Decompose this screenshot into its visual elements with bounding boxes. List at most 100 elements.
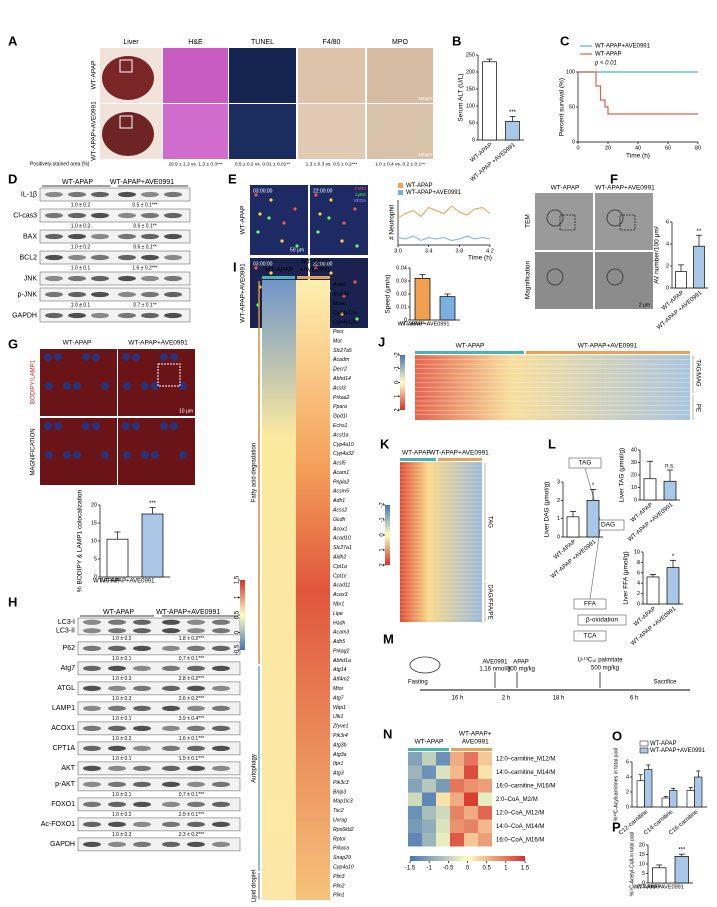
panel-letter: P [612,819,621,834]
gene-label: Prkaa2 [333,395,350,401]
blot-band [133,841,151,848]
blot-band [83,645,101,652]
blot-band [45,275,63,282]
heatmap-cell [478,765,492,779]
quant-title: Positively-stained area (%) [30,161,90,167]
nucleus [45,451,53,459]
blot-band [162,705,180,712]
group-label: WT-APAP [103,609,134,616]
colorbar [400,355,405,410]
cell [318,212,322,216]
colorbar-label: 2 [395,408,401,412]
quant-label: 1.0 ± 0.3 [112,696,132,702]
y-tick-label: 0 [642,880,645,886]
gene-label: Atg3b [332,742,347,748]
blot-band [212,665,230,672]
gene-label: Adh1 [332,498,345,504]
x-tick-label: WT-APAP +AVE0991 [470,142,518,183]
gene-label: Cyp4a12b [333,320,357,326]
pathway-label: TCA [584,633,598,640]
y-axis-label: Liver DAG (μmol/g) [544,482,551,538]
x-tick-label: WT-APAP [93,579,120,585]
blot-band [164,275,182,282]
gene-label: Cyp4a32 [333,451,354,457]
blot-band [91,212,109,219]
y-tick-label: 40 [631,447,637,453]
heatmap-cell [464,819,478,833]
blot-band [118,212,136,219]
colorbar [410,856,525,861]
gene-label: Ulk1 [333,714,343,720]
cell [269,271,273,275]
y-tick-label: 10 [639,861,645,867]
blot-band [187,645,205,652]
gene-label: Mcee [333,301,346,307]
blot-band [141,275,159,282]
gene-label: Plin3 [333,874,345,880]
nucleus [141,382,149,390]
cell [254,193,258,197]
blot-band [118,312,136,319]
bar [661,797,670,808]
nucleus [54,422,62,430]
blot-band [212,725,230,732]
heatmap-cell [450,806,464,820]
blot-band [91,254,109,261]
row-label: 16:0–carnitine_M16/M [496,783,555,789]
column-header: TUNEL [251,39,274,46]
nucleus [132,422,140,430]
blot-band [141,191,159,198]
legend-label: WT-APAP+AVE0991 [595,44,651,50]
colorbar-label: -2 [380,502,386,508]
blot-band [141,233,159,240]
blot-band [68,254,86,261]
panel-letter: C [560,33,570,48]
row-label: 2:0–CoA_M2/M [496,797,538,803]
column-header: MPO [392,39,409,46]
heatmap-cell [450,792,464,806]
cell [329,271,333,275]
y-tick-label: 0 [557,534,560,540]
row-label: 16:0–CoA_M16/M [496,837,544,843]
section-label: Fatty acid degradation [252,443,258,502]
gene-label: Atg14 [332,667,347,673]
blot-label: IL-1β [21,191,37,198]
y-tick-label: 0 [404,317,407,323]
gene-label: Bnip3 [333,789,346,795]
blot-band [45,233,63,240]
organelle [546,209,564,227]
side-label: TAG [486,516,492,528]
blot-band [162,745,180,752]
gene-label: Zfyve1 [332,724,349,730]
blot-band [133,745,151,752]
colorbar-label: 1 [235,595,241,599]
group-label: WT-APAP+AVE0991 [578,343,638,350]
y-tick-label: 200 [466,69,475,75]
gene-label: Slc27a1 [333,545,352,551]
gene-label: Acsl5 [332,461,346,467]
y-tick-label: 15 [91,520,97,526]
organelle [606,209,624,227]
blot-band [45,291,63,298]
heatmap-cell [478,819,492,833]
y-tick-label: 50 [469,120,475,126]
colorbar-label: -1 [395,365,401,371]
colorbar-label: 0.5 [235,610,241,619]
colorbar-label: 0 [466,866,470,872]
nucleus [73,451,81,459]
step-label: U-¹³C₁₆ palmitate [577,658,623,664]
blot-band [212,685,230,692]
micrograph [163,104,228,159]
blot-band [164,291,182,298]
y-tick-label: 4 [626,774,629,780]
quant-label: 1.8 ± 0.2*** [179,636,204,642]
micrograph [310,185,368,255]
blot-strip [39,308,191,323]
gene-label: Lipe [333,611,343,617]
x-tick-label: 80 [695,145,701,151]
x-axis-label: Time (h) [468,255,492,262]
blot-strip [39,250,191,265]
blot-label: ATGL [57,685,75,692]
nucleus [122,353,130,361]
